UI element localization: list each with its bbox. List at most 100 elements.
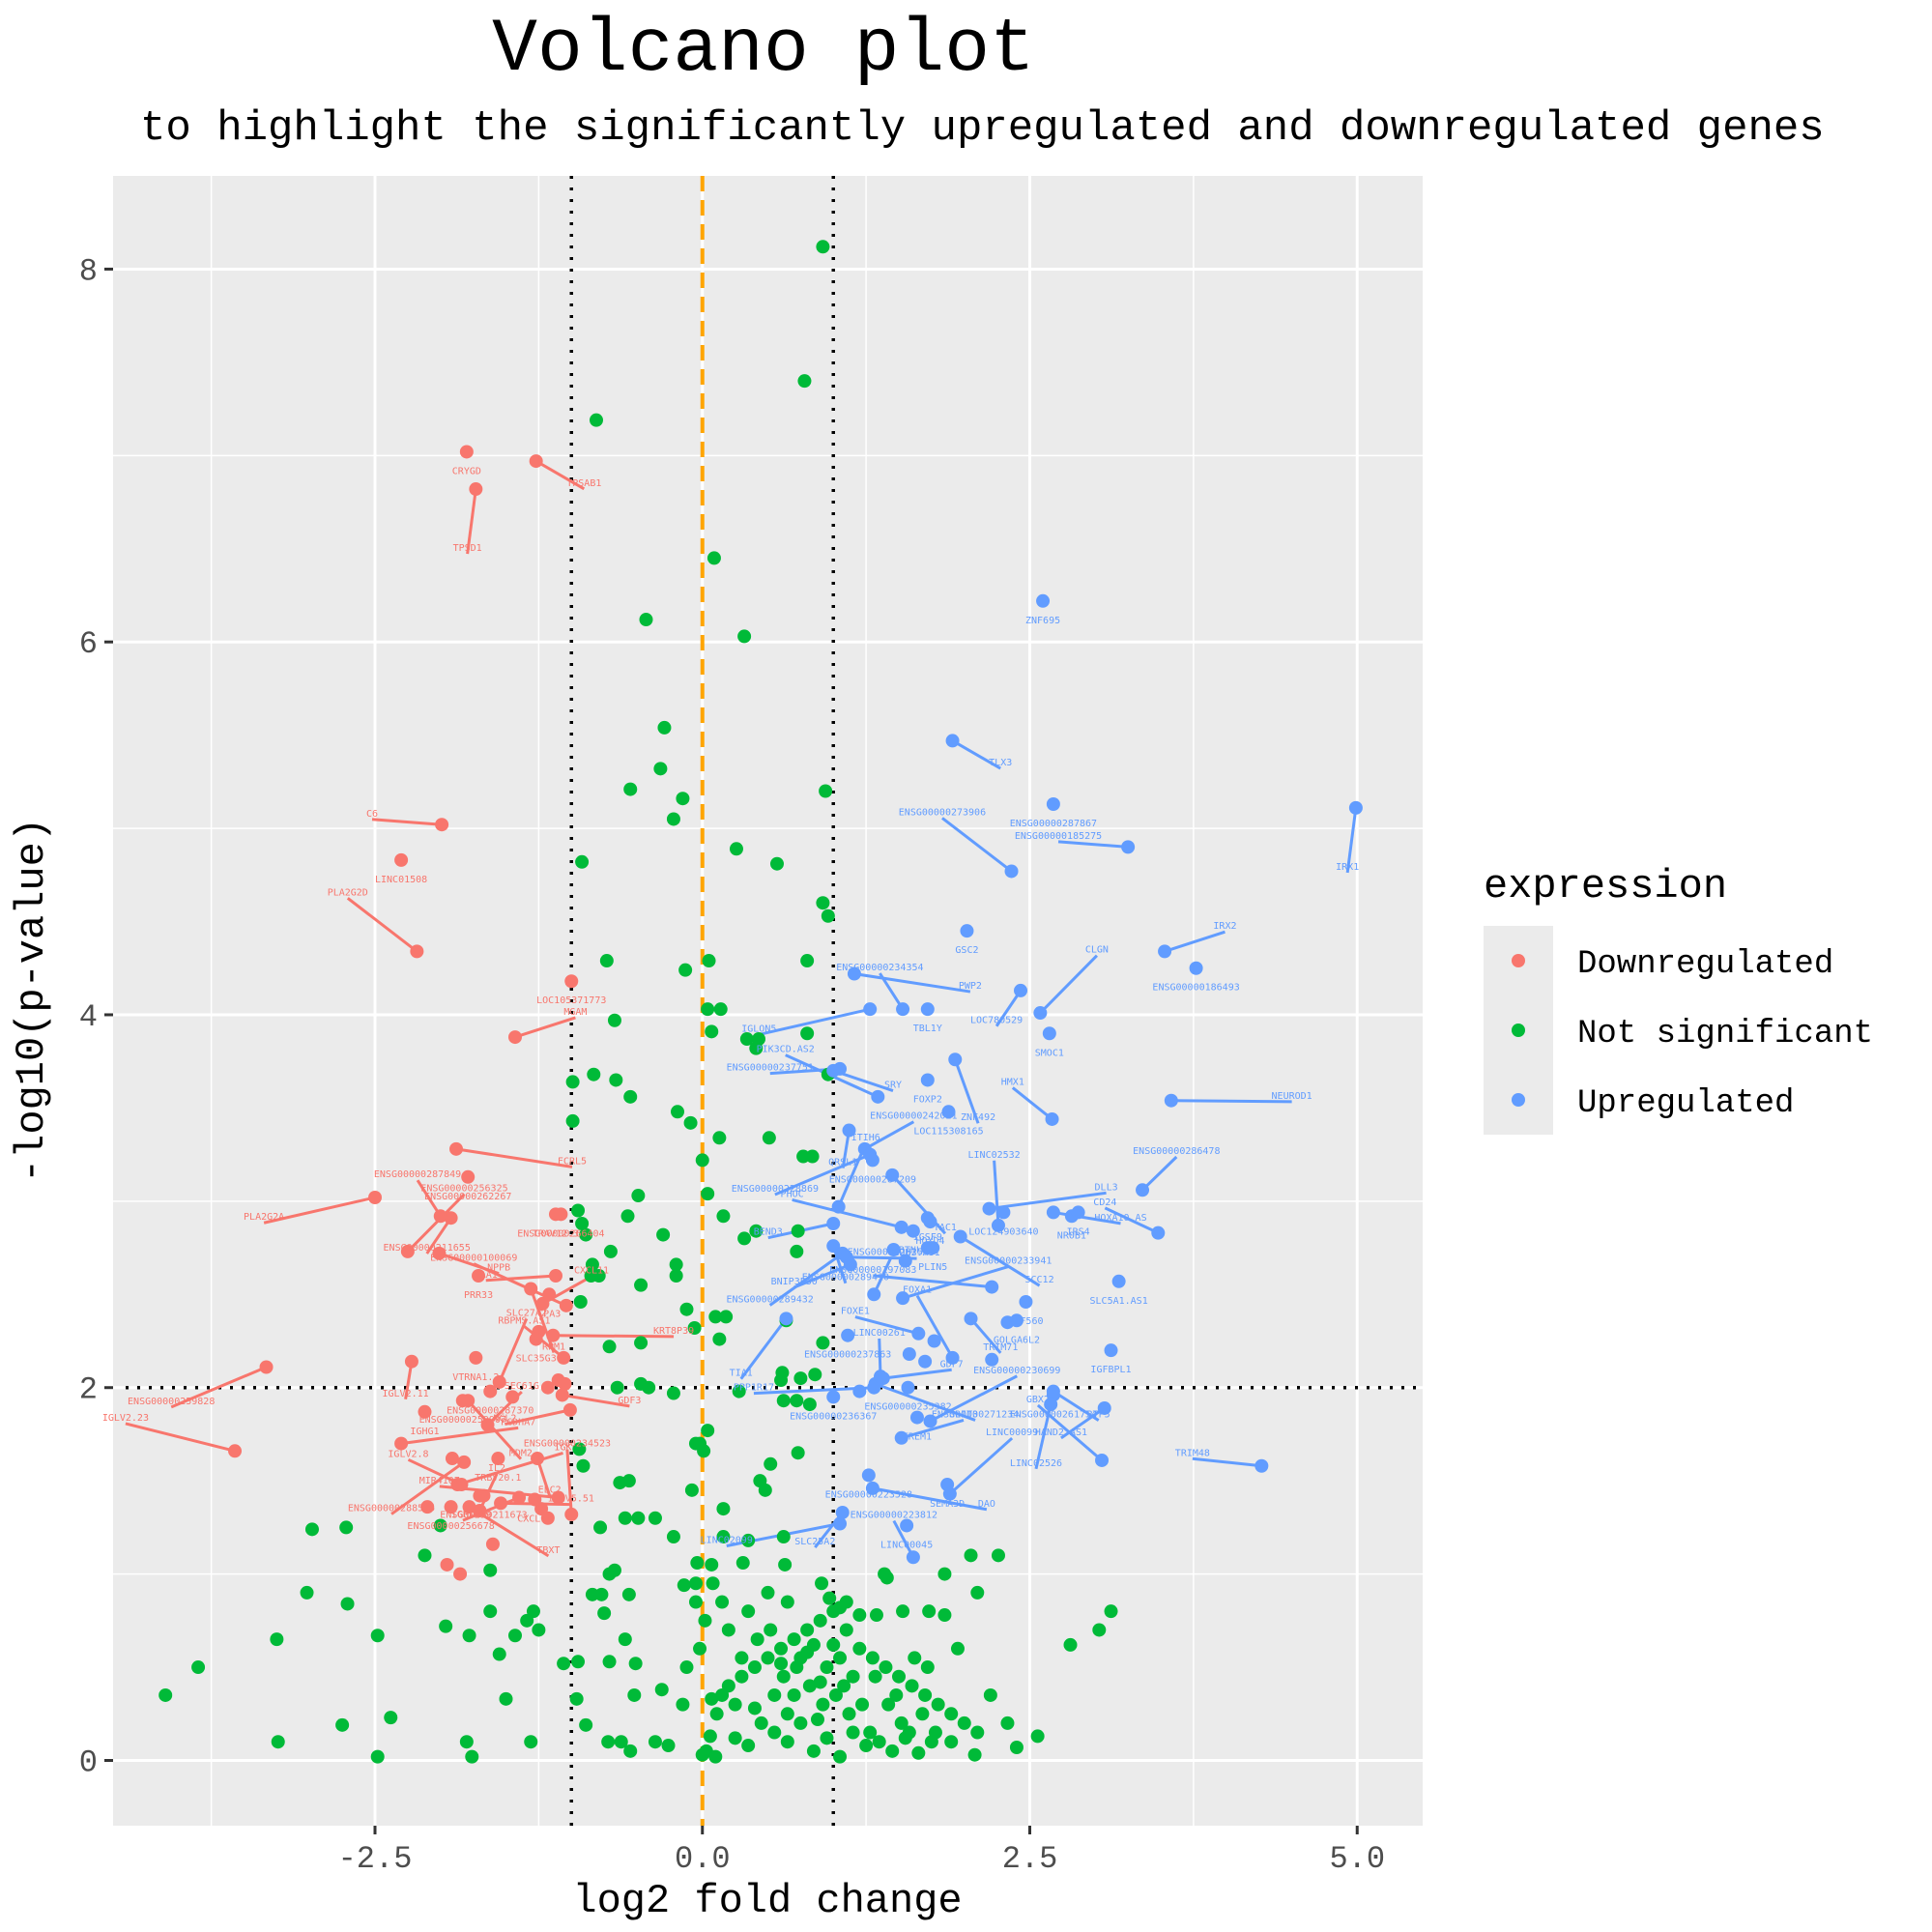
gene-label: HMX1 (1001, 1077, 1024, 1087)
data-point (874, 1370, 888, 1384)
gene-label: ENSG00000262539 (848, 1247, 935, 1257)
data-point (688, 1436, 703, 1451)
data-point (716, 1530, 731, 1544)
legend-key (1512, 954, 1525, 967)
label-connector (462, 1496, 520, 1522)
grid-major (113, 176, 1423, 1826)
data-point (620, 1209, 635, 1224)
label-connector (882, 1368, 952, 1380)
label-connector (1140, 1155, 1178, 1192)
data-point (618, 1511, 632, 1525)
data-point (687, 1321, 702, 1336)
data-point (778, 1557, 793, 1572)
data-point (499, 1691, 513, 1706)
label-connector (1039, 954, 1098, 1015)
data-point (690, 1556, 705, 1571)
gene-label: ENSG00000261754 (1010, 1409, 1097, 1420)
data-point (712, 1332, 727, 1346)
data-point (394, 852, 409, 867)
legend-label: Upregulated (1577, 1085, 1794, 1122)
data-point (735, 1556, 750, 1571)
gene-label: PLIN5 (918, 1262, 947, 1273)
data-point (901, 1380, 915, 1395)
data-point (1009, 1740, 1024, 1754)
data-point (483, 1563, 498, 1577)
data-point (826, 1239, 841, 1254)
label-connector (553, 1334, 675, 1339)
data-point (764, 1623, 778, 1637)
data-point (728, 1731, 742, 1745)
label-connector (125, 1422, 236, 1453)
data-point (810, 1713, 824, 1727)
data-point (869, 1608, 883, 1623)
gene-label: ENSG00000237751 (727, 1063, 814, 1074)
data-point (623, 1089, 638, 1104)
data-point (881, 1697, 896, 1712)
chart-title: Volcano plot (492, 8, 1035, 93)
gene-label: IRS4 (1067, 1226, 1090, 1237)
data-point (915, 1707, 930, 1721)
data-point (892, 1669, 906, 1684)
data-point (444, 1211, 458, 1226)
data-point (677, 1578, 691, 1593)
gene-label: TPSD1 (453, 543, 482, 554)
data-point (564, 974, 579, 989)
data-point (852, 1641, 867, 1656)
gene-label: IGLV2.8 (388, 1449, 428, 1459)
data-point (839, 1623, 853, 1637)
data-point (669, 1257, 683, 1272)
label-connector (774, 1153, 871, 1197)
data-point (657, 720, 672, 735)
data-point (613, 1476, 627, 1490)
data-point (585, 1587, 599, 1601)
gene-label: ENSG00000100069 (430, 1254, 517, 1264)
data-point (695, 1153, 709, 1168)
data-point (259, 1360, 274, 1374)
data-point (339, 1520, 354, 1535)
data-point (654, 1683, 669, 1697)
gene-label: LINC00261 (853, 1328, 906, 1339)
data-point (661, 1739, 676, 1753)
data-point (562, 1402, 577, 1417)
gene-label: ENSG00000256678 (407, 1521, 494, 1532)
gene-label: MDM2 (509, 1449, 533, 1459)
data-point (863, 1002, 878, 1017)
gene-label: TRBV20.1 (475, 1473, 521, 1484)
data-point (902, 1725, 916, 1740)
gene-label: NEUROD1 (1272, 1091, 1312, 1102)
data-point (821, 908, 835, 923)
gene-label: GDF7 (940, 1359, 964, 1370)
label-connector (1170, 1099, 1292, 1104)
data-point (453, 1567, 468, 1581)
label-connector (959, 1235, 1041, 1287)
grid-minor (113, 176, 1423, 1826)
data-point (737, 1231, 752, 1246)
data-point (970, 1585, 985, 1600)
data-point (826, 1604, 841, 1619)
data-point (623, 1744, 638, 1758)
data-point (1045, 1111, 1059, 1126)
data-point (822, 1591, 837, 1605)
gene-label: ENSG00000234523 (524, 1439, 611, 1450)
data-point (1104, 1343, 1118, 1358)
data-point (802, 1398, 817, 1412)
data-point (1046, 1205, 1060, 1220)
y-tick-label: 2 (79, 1372, 98, 1408)
data-point (889, 1687, 904, 1702)
data-point (666, 1530, 680, 1544)
data-point (1104, 1604, 1118, 1619)
data-point (507, 1030, 522, 1045)
gene-label: PIK3CD.AS2 (757, 1045, 815, 1055)
gene-label: FREM1 (903, 1432, 932, 1443)
data-point (735, 1669, 749, 1684)
data-point (758, 1483, 772, 1497)
label-connector (263, 1196, 376, 1225)
gene-label: SAA1 (475, 1270, 498, 1281)
gene-label: PHOC (781, 1189, 804, 1199)
data-point (439, 1619, 453, 1633)
data-point (469, 1350, 483, 1365)
data-point (800, 1623, 815, 1637)
data-point (983, 1687, 997, 1702)
label-connector (1053, 1210, 1121, 1226)
